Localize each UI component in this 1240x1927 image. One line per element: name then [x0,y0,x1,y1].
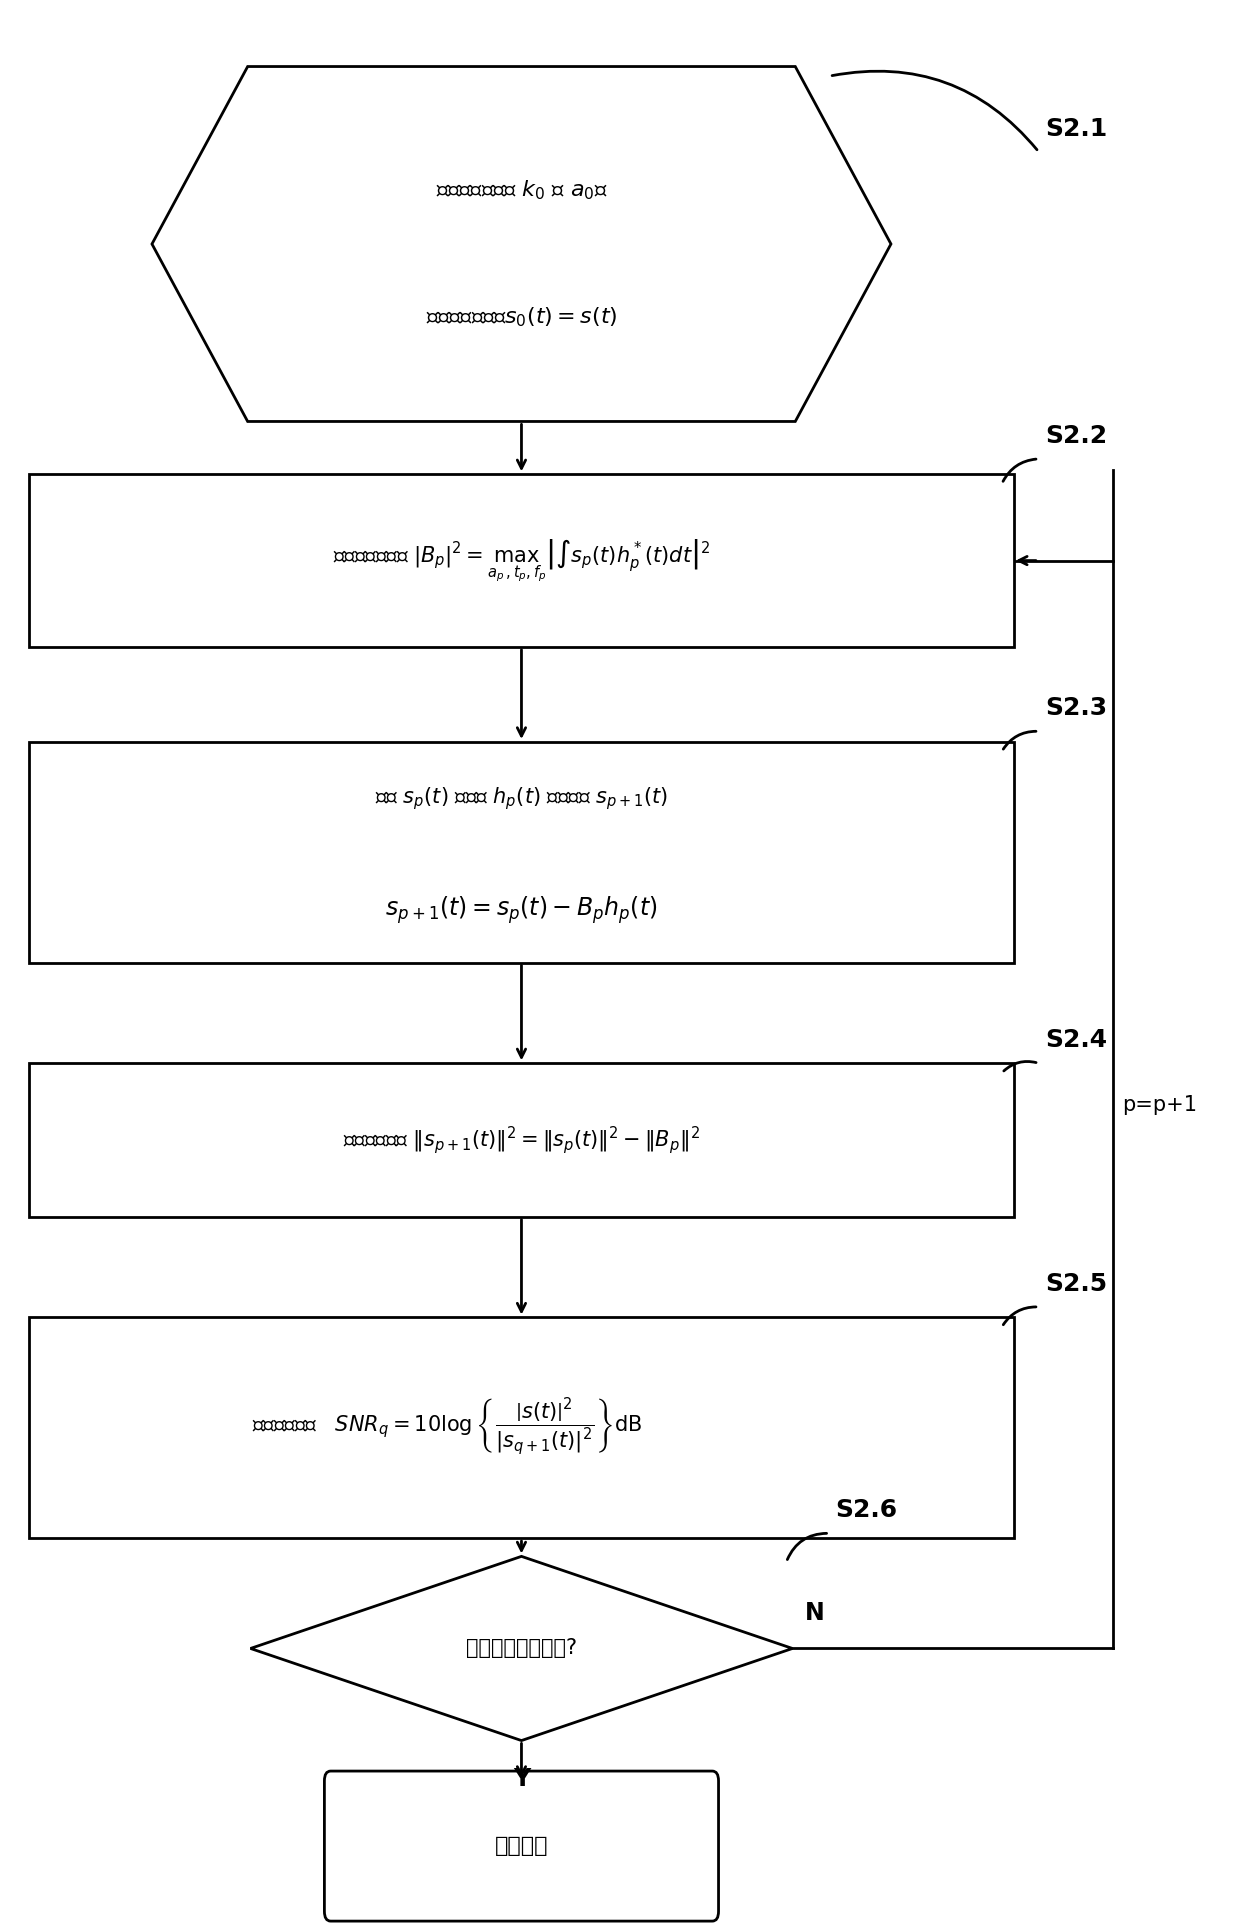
FancyBboxPatch shape [29,474,1014,647]
Text: 迭代结束: 迭代结束 [495,1836,548,1856]
Text: 计算重构误差   $SNR_q=10\log\left\{\dfrac{\left|s(t)\right|^2}{\left|s_{q+1}(t)\right|: 计算重构误差 $SNR_q=10\log\left\{\dfrac{\left|… [253,1397,642,1459]
Text: S2.1: S2.1 [1045,118,1107,141]
Text: S2.2: S2.2 [1045,424,1107,447]
Text: p=p+1: p=p+1 [1122,1095,1198,1114]
Text: N: N [805,1601,825,1626]
FancyBboxPatch shape [325,1771,718,1921]
Text: Y: Y [513,1767,529,1792]
Text: 寻找局部最大值 $\left|B_p\right|^2=\max_{a_p,t_p,f_p}\left|\int s_p(t)h_p^*(t)dt\right|: 寻找局部最大值 $\left|B_p\right|^2=\max_{a_p,t_… [332,538,711,584]
Text: S2.3: S2.3 [1045,696,1107,721]
Text: 计算 $s_p\left(t\right)$ 投影到 $h_p\left(t\right)$ 后的余量 $s_{p+1}\left(t\right)$: 计算 $s_p\left(t\right)$ 投影到 $h_p\left(t\r… [374,784,668,811]
FancyBboxPatch shape [29,742,1014,964]
Polygon shape [250,1557,792,1740]
FancyBboxPatch shape [29,1318,1014,1538]
Text: 确定迭代起始值 $k_0$ 和 $a_0$，: 确定迭代起始值 $k_0$ 和 $a_0$， [435,179,608,202]
Text: 给初始信号赋值$s_0\left(t\right)=s\left(t\right)$: 给初始信号赋值$s_0\left(t\right)=s\left(t\right… [425,304,618,330]
FancyBboxPatch shape [29,1064,1014,1216]
Text: S2.5: S2.5 [1045,1272,1107,1297]
Text: $s_{p+1}(t)=s_p(t)-B_ph_p(t)$: $s_{p+1}(t)=s_p(t)-B_ph_p(t)$ [386,894,657,925]
Polygon shape [153,67,892,422]
Text: 计算剩余能量 $\left\|s_{p+1}(t)\right\|^2=\left\|s_p(t)\right\|^2-\left\|B_p\right\|^2: 计算剩余能量 $\left\|s_{p+1}(t)\right\|^2=\lef… [343,1123,699,1156]
Text: 满足迭代停止条件?: 满足迭代停止条件? [466,1638,577,1659]
Text: S2.4: S2.4 [1045,1029,1107,1052]
Text: S2.6: S2.6 [836,1499,898,1522]
